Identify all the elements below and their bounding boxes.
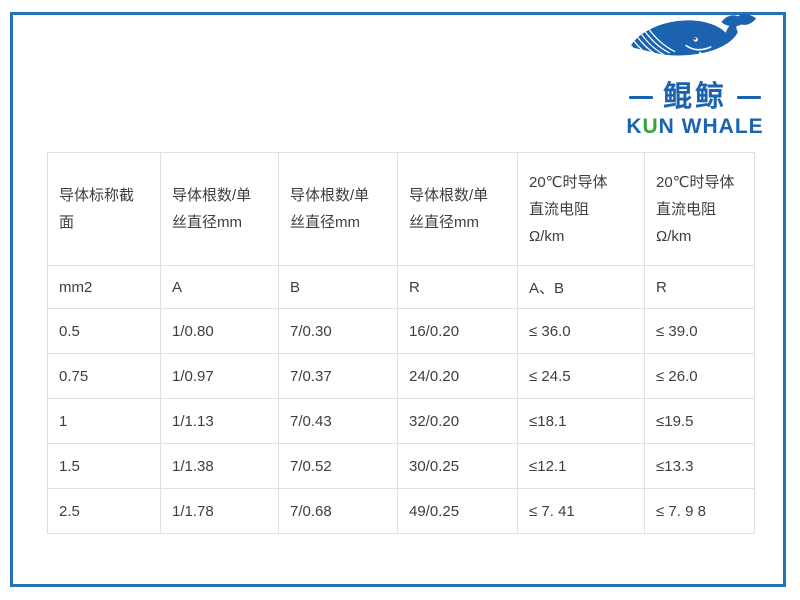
table-cell: 32/0.20 (397, 398, 518, 444)
column-header: 20℃时导体 直流电阻 Ω/km (517, 152, 645, 266)
column-header: 导体根数/单 丝直径mm (160, 152, 279, 266)
table-cell: 1 (47, 398, 161, 444)
table-cell: 1/0.80 (160, 308, 279, 354)
conductor-spec-table: 导体标称截 面导体根数/单 丝直径mm 导体根数/单 丝直径mm 导体根数/单 丝直… (47, 152, 755, 534)
table-header-row: 导体标称截 面导体根数/单 丝直径mm 导体根数/单 丝直径mm 导体根数/单 丝直… (47, 152, 755, 266)
logo-chinese-row: 鲲鲸 (606, 82, 784, 112)
table-cell: 49/0.25 (397, 488, 518, 534)
logo-chinese-name: 鲲鲸 (662, 81, 727, 113)
table-cell: 1/0.97 (160, 353, 279, 399)
table-cell: ≤18.1 (517, 398, 645, 444)
logo-dash-right (737, 95, 761, 99)
column-header: 导体根数/单 丝直径mm (278, 152, 398, 266)
table-row: 0.75 1/0.97 7/0.37 24/0.20 ≤ 24.5 ≤ 26.0 (47, 353, 755, 399)
table-row: 0.5 1/0.80 7/0.30 16/0.20 ≤ 36.0 ≤ 39.0 (47, 308, 755, 354)
table-cell: 7/0.37 (278, 353, 398, 399)
logo-letter-k: K (626, 115, 643, 139)
table-cell: A、B (517, 265, 645, 309)
table-cell: 16/0.20 (397, 308, 518, 354)
table-cell: R (397, 265, 518, 309)
table-cell: B (278, 265, 398, 309)
table-cell: ≤ 24.5 (517, 353, 645, 399)
table-cell: 24/0.20 (397, 353, 518, 399)
table-cell: 30/0.25 (397, 443, 518, 489)
table-cell: ≤ 7. 41 (517, 488, 645, 534)
table-cell: ≤ 26.0 (644, 353, 755, 399)
table-cell: 1/1.38 (160, 443, 279, 489)
table-cell: R (644, 265, 755, 309)
whale-icon (630, 14, 757, 59)
logo-english-name: KUN WHALE (606, 115, 784, 139)
table-cell: ≤19.5 (644, 398, 755, 444)
table-cell: A (160, 265, 279, 309)
table-cell: ≤12.1 (517, 443, 645, 489)
table-cell: 0.75 (47, 353, 161, 399)
logo-letter-u: U (642, 115, 659, 139)
page-border-frame (10, 12, 786, 587)
table-cell: ≤ 36.0 (517, 308, 645, 354)
table-cell: 1/1.13 (160, 398, 279, 444)
table-cell: 2.5 (47, 488, 161, 534)
table-cell: 7/0.43 (278, 398, 398, 444)
column-header: 导体标称截 面 (47, 152, 161, 266)
table-cell: ≤ 39.0 (644, 308, 755, 354)
table-cell: mm2 (47, 265, 161, 309)
brand-logo: 鲲鲸 KUN WHALE (606, 13, 784, 139)
table-cell: 7/0.52 (278, 443, 398, 489)
table-cell: 1.5 (47, 443, 161, 489)
table-cell: ≤13.3 (644, 443, 755, 489)
unit-row: mm2 A B R A、B R (47, 265, 755, 309)
table-row: 1 1/1.13 7/0.43 32/0.20 ≤18.1 ≤19.5 (47, 398, 755, 444)
table-row: 1.5 1/1.38 7/0.52 30/0.25 ≤12.1 ≤13.3 (47, 443, 755, 489)
table-cell: 1/1.78 (160, 488, 279, 534)
column-header: 20℃时导体 直流电阻 Ω/km (644, 152, 755, 266)
table-cell: 0.5 (47, 308, 161, 354)
table-cell: 7/0.30 (278, 308, 398, 354)
table-row: 2.5 1/1.78 7/0.68 49/0.25 ≤ 7. 41 ≤ 7. 9 8 (47, 488, 755, 534)
table-cell: 7/0.68 (278, 488, 398, 534)
table-cell: ≤ 7. 9 8 (644, 488, 755, 534)
logo-letters-rest: N WHALE (658, 115, 764, 139)
logo-dash-left (628, 95, 653, 99)
column-header: 导体根数/单 丝直径mm (397, 152, 518, 266)
